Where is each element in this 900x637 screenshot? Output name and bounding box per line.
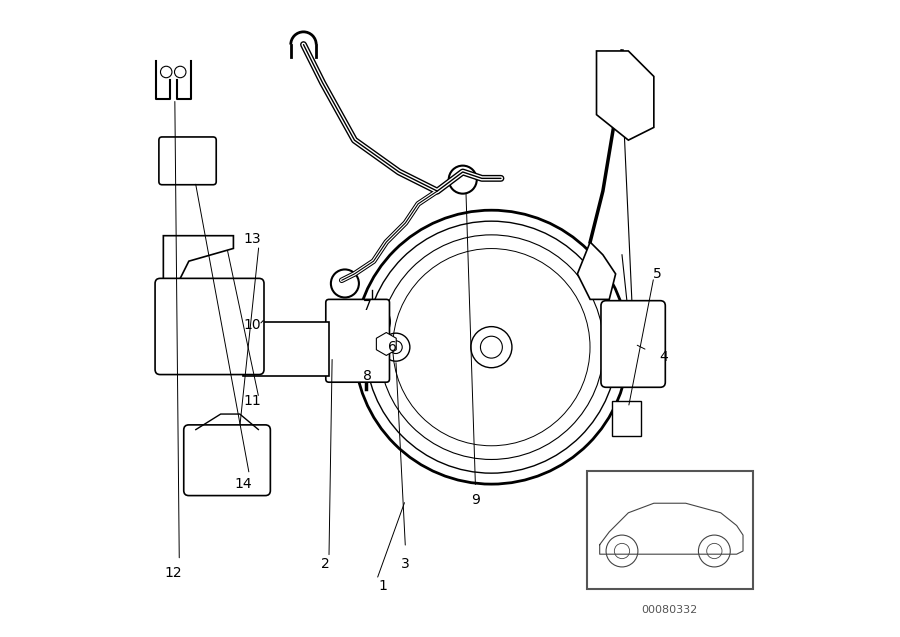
Bar — [243, 322, 329, 376]
FancyBboxPatch shape — [601, 301, 665, 387]
Text: 11: 11 — [244, 394, 261, 408]
Bar — [587, 471, 752, 589]
Text: 7: 7 — [363, 299, 372, 313]
FancyBboxPatch shape — [155, 278, 264, 375]
Text: 9: 9 — [471, 493, 480, 507]
Text: 00080332: 00080332 — [642, 605, 698, 615]
Polygon shape — [376, 333, 396, 355]
Polygon shape — [164, 236, 233, 287]
Text: 2: 2 — [321, 557, 330, 571]
Text: 14: 14 — [234, 477, 252, 491]
Text: 4: 4 — [659, 350, 668, 364]
Text: 8: 8 — [363, 369, 372, 383]
Text: 12: 12 — [164, 566, 182, 580]
FancyBboxPatch shape — [159, 137, 216, 185]
Bar — [612, 401, 641, 436]
Text: 13: 13 — [244, 232, 261, 246]
Text: 1: 1 — [379, 579, 388, 593]
FancyBboxPatch shape — [326, 299, 390, 382]
Text: 10: 10 — [244, 318, 261, 332]
Text: 3: 3 — [401, 557, 410, 571]
Text: 5: 5 — [652, 267, 662, 281]
Text: 6: 6 — [388, 340, 397, 354]
Polygon shape — [578, 242, 616, 299]
Polygon shape — [597, 51, 653, 140]
FancyBboxPatch shape — [184, 425, 270, 496]
